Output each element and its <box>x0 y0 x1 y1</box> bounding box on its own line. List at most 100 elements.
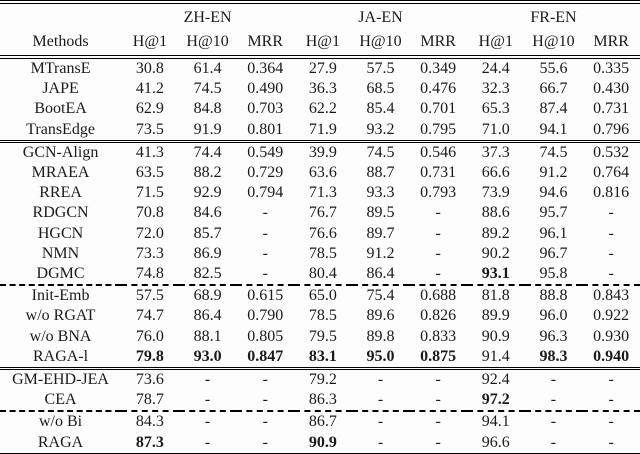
metric-cell: 89.8 <box>366 327 395 345</box>
table-row: NMN 73.3 86.9 - 78.5 91.2 - 90.2 96.7 - <box>0 244 640 264</box>
metric-cell: 93.1 <box>466 264 525 287</box>
metric-cell: 65.3 <box>481 100 510 118</box>
metric-cell: 0.793 <box>420 184 457 202</box>
metric-cell: 76.0 <box>135 327 164 345</box>
metric-cell: 84.8 <box>193 100 222 118</box>
metric-cell: 86.9 <box>193 244 222 262</box>
metric-cell: - <box>236 432 295 454</box>
metric-cell: 71.9 <box>294 119 352 143</box>
metric-cell: - <box>204 413 211 431</box>
table-row: GCN-Align 41.3 74.4 0.549 39.9 74.5 0.546 37.3 7… <box>0 141 640 163</box>
table-row: MRAEA 63.5 88.2 0.729 63.6 88.7 0.731 66.6 91.2 0… <box>0 163 640 183</box>
metric-cell: - <box>582 390 640 413</box>
metric-cell: 66.7 <box>539 80 568 98</box>
metric-cell: - <box>262 244 268 262</box>
metric-cell: 0.731 <box>420 164 457 182</box>
method-name: w/o BNA <box>29 327 92 345</box>
metric-cell: 79.2 <box>308 371 337 389</box>
table-row: RAGA 87.3- -90.9- -96.6- - <box>0 432 640 454</box>
metric-cell: 74.4 <box>193 143 222 161</box>
metric-cell: 90.9 <box>294 432 352 454</box>
table-row: BootEA 62.9 84.8 0.703 62.2 85.4 0.701 65.3 87.4… <box>0 99 640 119</box>
metric-cell: 0.364 <box>247 60 284 77</box>
method-name: Init-Emb <box>31 287 90 305</box>
method-name: NMN <box>41 244 80 262</box>
metric-cell: 32.3 <box>481 80 510 98</box>
metric-cell: 88.7 <box>366 164 395 182</box>
metric-cell: 0.615 <box>247 287 284 305</box>
language-pair-header-row: ZH-EN JA-EN FR-EN <box>0 0 640 30</box>
metric-cell: 90.2 <box>481 244 510 262</box>
metric-cell: 0.847 <box>236 346 295 371</box>
metric-cell: - <box>262 413 268 431</box>
header-h1: H@1 <box>466 30 525 59</box>
method-name: w/o Bi <box>38 413 83 431</box>
metric-cell: 85.7 <box>193 224 222 242</box>
metric-cell: 73.3 <box>135 244 164 262</box>
col-group-fr-en: FR-EN <box>466 0 640 30</box>
metric-cell: 95.0 <box>351 346 410 371</box>
metric-cell: 0.703 <box>247 100 284 118</box>
metric-cell: - <box>377 413 384 431</box>
metric-cell: 0.805 <box>247 327 284 345</box>
metric-cell: 74.8 <box>121 264 179 287</box>
metric-cell: 75.4 <box>366 287 395 305</box>
metric-cell: 65.0 <box>308 287 337 305</box>
metric-cell: 24.4 <box>481 60 510 77</box>
metric-cell: 0.930 <box>593 327 630 345</box>
metric-cell: 0.875 <box>409 346 467 371</box>
metric-cell: 0.335 <box>593 60 630 77</box>
metric-cell: 88.1 <box>193 327 222 345</box>
metric-cell: 63.6 <box>308 164 337 182</box>
table-header: ZH-EN JA-EN FR-EN Methods H@1 H@10 MRR H… <box>0 0 640 59</box>
metric-header-row: Methods H@1 H@10 MRR H@1 H@10 MRR H@1 H@… <box>0 30 640 59</box>
metric-cell: - <box>582 432 640 454</box>
metric-cell: 55.6 <box>539 60 568 77</box>
metric-cell: 89.2 <box>481 224 510 242</box>
metric-cell: 0.430 <box>593 80 630 98</box>
metric-cell: 0.546 <box>420 143 457 161</box>
metric-cell: 0.826 <box>420 307 457 325</box>
metric-cell: 0.731 <box>593 100 630 118</box>
metric-cell: 74.5 <box>193 80 222 98</box>
method-name: BootEA <box>34 100 87 118</box>
metric-cell: 41.2 <box>135 80 164 98</box>
results-table-body: MTransE 30.8 61.4 0.364 27.9 57.5 0.349 24.4 55.… <box>0 57 640 454</box>
metric-cell: 93.3 <box>366 184 395 202</box>
metric-cell: 76.7 <box>308 204 337 222</box>
metric-cell: 0.349 <box>420 60 457 77</box>
metric-cell: - <box>262 371 268 389</box>
metric-cell: 27.9 <box>308 60 337 77</box>
method-name: CEA <box>0 390 122 413</box>
metric-cell: 96.1 <box>539 224 568 242</box>
metric-cell: - <box>377 371 384 389</box>
metric-cell: - <box>435 413 441 431</box>
metric-cell: 88.8 <box>539 287 568 305</box>
metric-cell: 94.1 <box>481 413 510 431</box>
metric-cell: 66.6 <box>481 164 510 182</box>
metric-cell: 0.795 <box>409 119 467 143</box>
metric-cell: 62.9 <box>135 100 164 118</box>
metric-cell: 30.8 <box>135 60 164 77</box>
metric-cell: 61.4 <box>193 60 222 77</box>
metric-cell: 68.9 <box>193 287 222 305</box>
metric-cell: - <box>409 390 467 413</box>
metric-cell: - <box>435 371 441 389</box>
table-row: GM-EHD-JEA 73.6 - - 79.2 - - 92.4 - - <box>0 369 640 391</box>
method-name: MRAEA <box>31 164 90 182</box>
table-row: w/o RGAT 74.7 86.4 0.790 78.5 89.6 0.826 89.9 96… <box>0 306 640 326</box>
metric-cell: 0.549 <box>247 143 284 161</box>
metric-cell: - <box>435 244 441 262</box>
metric-cell: - <box>435 204 441 222</box>
metric-cell: 79.5 <box>308 327 337 345</box>
metric-cell: - <box>351 390 410 413</box>
metric-cell: 84.3 <box>135 413 164 431</box>
metric-cell: 0.490 <box>247 80 284 98</box>
metric-cell: 0.796 <box>582 119 640 143</box>
metric-cell: 68.5 <box>366 80 395 98</box>
metric-cell: 88.6 <box>481 204 510 222</box>
metric-cell: 63.5 <box>135 164 164 182</box>
metric-cell: 95.7 <box>539 204 568 222</box>
